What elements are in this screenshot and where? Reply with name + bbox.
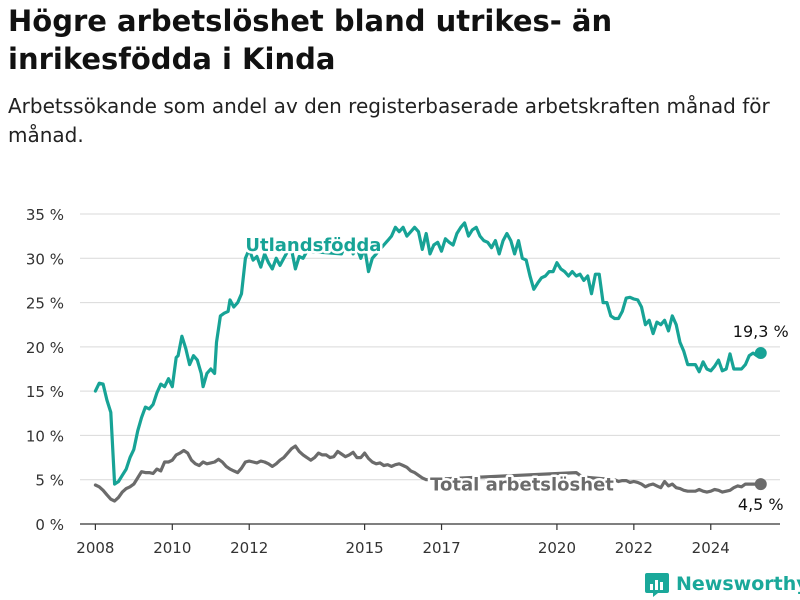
y-tick-label: 10 % bbox=[26, 427, 64, 445]
series-lines bbox=[93, 221, 767, 503]
series-line-utlandsfodda bbox=[93, 221, 763, 486]
x-tick-label: 2008 bbox=[76, 539, 114, 557]
x-tick-label: 2022 bbox=[615, 539, 653, 557]
end-label-utlandsfodda: 19,3 % bbox=[733, 322, 789, 341]
newsworthy-logo-icon bbox=[645, 573, 669, 597]
x-tick-label: 2012 bbox=[230, 539, 268, 557]
chart-subtitle: Arbetssökande som andel av den registerb… bbox=[8, 94, 770, 147]
x-tick-label: 2015 bbox=[346, 539, 384, 557]
y-tick-label: 5 % bbox=[35, 472, 64, 490]
y-tick-label: 0 % bbox=[35, 516, 64, 534]
brand-label: Newsworthy bbox=[676, 573, 800, 595]
y-tick-label: 15 % bbox=[26, 383, 64, 401]
y-tick-label: 25 % bbox=[26, 295, 64, 313]
end-label-total: 4,5 % bbox=[738, 495, 784, 514]
y-tick-label: 20 % bbox=[26, 339, 64, 357]
series-label-total: Total arbetslöshet bbox=[430, 474, 614, 495]
axes: 0 % 5 % 10 % 15 % 20 % 25 % 30 % 35 % 2008 2010 20… bbox=[26, 206, 780, 557]
series-label-utlandsfodda: Utlandsfödda bbox=[245, 235, 381, 256]
x-tick-label: 2017 bbox=[422, 539, 460, 557]
end-point-total bbox=[754, 478, 767, 491]
x-tick-label: 2020 bbox=[538, 539, 576, 557]
x-tick-label: 2010 bbox=[153, 539, 191, 557]
x-tick-label: 2024 bbox=[692, 539, 730, 557]
y-tick-label: 35 % bbox=[26, 206, 64, 224]
series-labels: Utlandsfödda Total arbetslöshet 19,3 % 4,5 … bbox=[243, 233, 789, 514]
end-point-utlandsfodda bbox=[754, 347, 767, 360]
series-line-total bbox=[93, 444, 763, 503]
y-tick-label: 30 % bbox=[26, 250, 64, 268]
brand-logo[interactable]: Newsworthy bbox=[644, 570, 800, 598]
chart-title: Högre arbetslöshet bland utrikes- än inr… bbox=[8, 4, 613, 76]
